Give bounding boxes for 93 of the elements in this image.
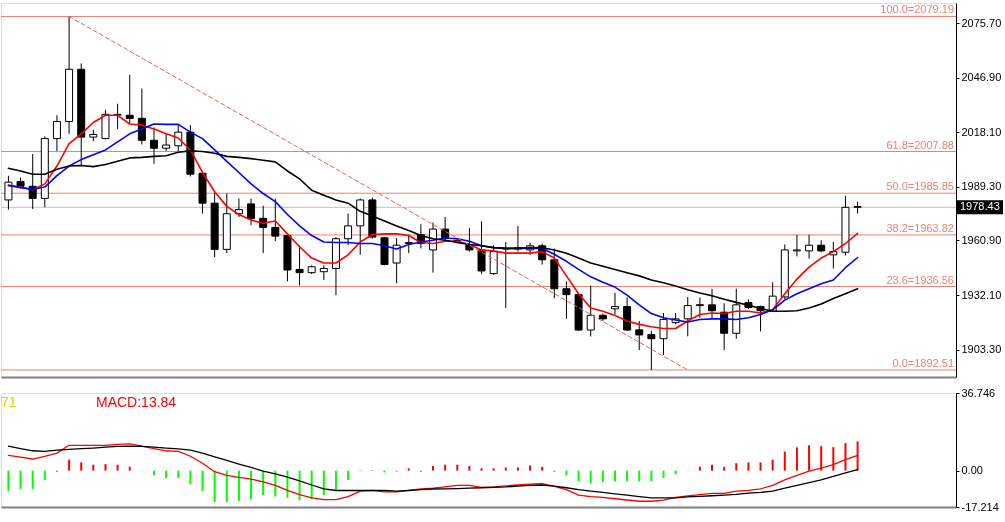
ref-line-label: 50.0=1985.85 <box>886 180 954 193</box>
bar <box>783 451 786 471</box>
bar <box>662 470 665 479</box>
candlestick <box>295 245 304 287</box>
bar <box>832 447 835 471</box>
candlestick <box>4 175 13 211</box>
candlestick <box>647 330 656 371</box>
bar <box>638 470 641 482</box>
bar <box>128 466 131 471</box>
bar <box>201 470 204 492</box>
candlestick <box>659 312 668 356</box>
candlestick <box>695 296 704 319</box>
bar <box>492 468 495 471</box>
y-tick-label: 0.00 <box>961 464 983 477</box>
bar <box>541 466 544 471</box>
candlestick <box>586 285 595 337</box>
bar <box>225 470 228 503</box>
y-tick-label: 1978.43 <box>960 200 1000 213</box>
bar <box>650 470 653 482</box>
bar <box>735 463 738 471</box>
bar <box>480 468 483 471</box>
bar <box>723 466 726 471</box>
candlestick <box>610 292 619 316</box>
bar <box>589 470 592 484</box>
bar <box>7 470 10 492</box>
bar <box>626 470 629 482</box>
candlestick <box>623 296 632 332</box>
candlestick <box>805 234 814 260</box>
ref-line-label: 61.8=2007.88 <box>886 138 954 151</box>
bar <box>237 470 240 501</box>
y-tick-label: 2046.90 <box>961 71 1002 84</box>
candlestick <box>344 213 353 246</box>
candlestick <box>635 320 644 351</box>
candlestick <box>162 133 171 152</box>
candlestick <box>562 280 571 320</box>
bar <box>771 459 774 471</box>
bar <box>444 464 447 471</box>
bar <box>19 470 22 490</box>
y-tick-label: 1932.10 <box>961 288 1002 301</box>
bar <box>432 465 435 471</box>
ref-line-label: 23.6=1936.56 <box>886 273 954 286</box>
y-tick-label: 1960.90 <box>961 233 1002 246</box>
bar <box>165 470 168 479</box>
bar <box>213 470 216 503</box>
bar <box>711 464 714 471</box>
ref-line-label: 0.0=1892.51 <box>892 356 954 369</box>
y-tick-label: 1903.30 <box>961 343 1002 356</box>
bar <box>68 459 71 471</box>
line-series <box>68 15 689 371</box>
bar <box>601 470 604 483</box>
candlestick <box>247 198 256 226</box>
candlestick <box>52 114 61 152</box>
candlestick <box>125 74 134 125</box>
bar <box>613 470 616 482</box>
bar <box>698 466 701 471</box>
bar <box>43 470 46 480</box>
bar <box>577 470 580 482</box>
bar <box>820 446 823 471</box>
candlestick <box>392 237 401 284</box>
bar <box>347 470 350 480</box>
bar <box>322 470 325 496</box>
y-tick-label: -17.214 <box>961 500 999 513</box>
bar <box>516 467 519 471</box>
bar <box>334 470 337 492</box>
y-tick-label: 1989.30 <box>961 180 1002 193</box>
annotation: MACD:13.84 <box>96 394 177 410</box>
candlestick <box>271 198 280 242</box>
bar <box>250 470 253 500</box>
bar <box>407 468 410 471</box>
candlestick <box>683 296 692 337</box>
ref-line-label: 100.0=2079.19 <box>880 3 954 16</box>
candlestick <box>792 234 801 257</box>
bar <box>116 464 119 471</box>
bar <box>468 465 471 471</box>
bar <box>759 462 762 471</box>
bar <box>189 470 192 485</box>
candlestick <box>489 244 498 276</box>
annotation: 71 <box>1 394 17 410</box>
bar <box>529 465 532 471</box>
y-tick-label: 36.746 <box>961 386 996 399</box>
candlestick <box>477 220 486 275</box>
bar <box>104 464 107 471</box>
bar <box>795 447 798 471</box>
ref-line-label: 38.2=1963.82 <box>886 221 954 234</box>
bar <box>92 464 95 471</box>
y-tick-label: 2018.10 <box>961 125 1002 138</box>
bar <box>274 470 277 497</box>
bar <box>747 462 750 471</box>
bar <box>80 462 83 471</box>
bar <box>177 470 180 479</box>
bar <box>456 464 459 471</box>
bar <box>504 467 507 471</box>
y-tick-label: 2075.70 <box>961 16 1002 29</box>
